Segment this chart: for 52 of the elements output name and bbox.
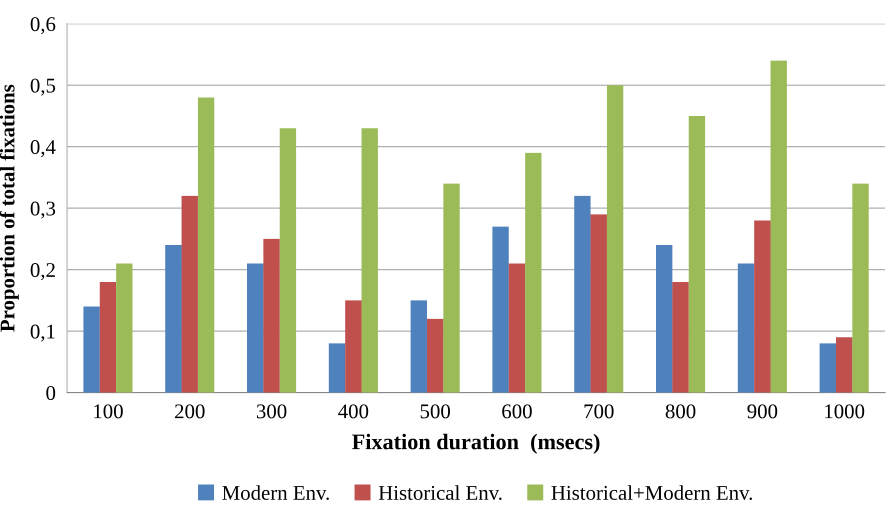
y-tick-label: 0 [46, 386, 56, 400]
bar [263, 238, 280, 393]
bar [443, 184, 460, 393]
y-tick-label: 0,1 [30, 324, 55, 342]
bar [165, 245, 182, 393]
bar [280, 128, 296, 393]
x-tick-label: 200 [175, 404, 205, 418]
x-tick-label: 600 [502, 404, 532, 418]
bar [362, 128, 378, 393]
bar [852, 184, 869, 393]
y-tick-label: 0,2 [30, 263, 55, 280]
bar [426, 318, 444, 393]
x-tick-label: 900 [747, 404, 778, 418]
y-tick-label: 0,4 [30, 140, 56, 158]
x-tick-label: 800 [666, 404, 696, 418]
y-tick-label: 0,5 [30, 78, 56, 96]
bar [738, 264, 754, 393]
y-tick-label: 0,6 [30, 17, 56, 34]
bar [574, 196, 591, 393]
bar [83, 306, 100, 393]
bar [198, 97, 214, 393]
bar [525, 152, 542, 393]
bar [345, 300, 362, 393]
bar [820, 343, 836, 393]
bar [590, 214, 607, 393]
y-axis-title: Proportion of total fixations [0, 84, 19, 332]
bar [247, 264, 264, 393]
bar [100, 282, 116, 393]
bar [492, 226, 509, 393]
legend-label: Modern Env. [222, 485, 329, 500]
x-tick-label: 400 [338, 404, 368, 418]
bar [606, 85, 624, 393]
legend-label: Historical Env. [378, 485, 502, 500]
bar [836, 337, 852, 393]
x-tick-label: 500 [420, 404, 450, 418]
bar [328, 343, 346, 393]
bar [410, 300, 427, 393]
bar [116, 264, 132, 393]
legend-label: Historical+Modern Env. [551, 485, 752, 500]
x-tick-label: 100 [94, 404, 123, 418]
x-tick-label: 1000 [825, 404, 864, 418]
bar [672, 282, 689, 393]
bar [182, 196, 198, 393]
bar [688, 116, 706, 393]
bar [754, 220, 771, 393]
bar [656, 245, 672, 393]
x-tick-label: 300 [256, 404, 286, 418]
x-tick-label: 700 [584, 404, 614, 418]
bar [508, 264, 526, 393]
bar [770, 60, 787, 393]
x-axis-title: Fixation duration (msecs) [352, 434, 600, 454]
y-tick-label: 0,3 [30, 202, 56, 219]
